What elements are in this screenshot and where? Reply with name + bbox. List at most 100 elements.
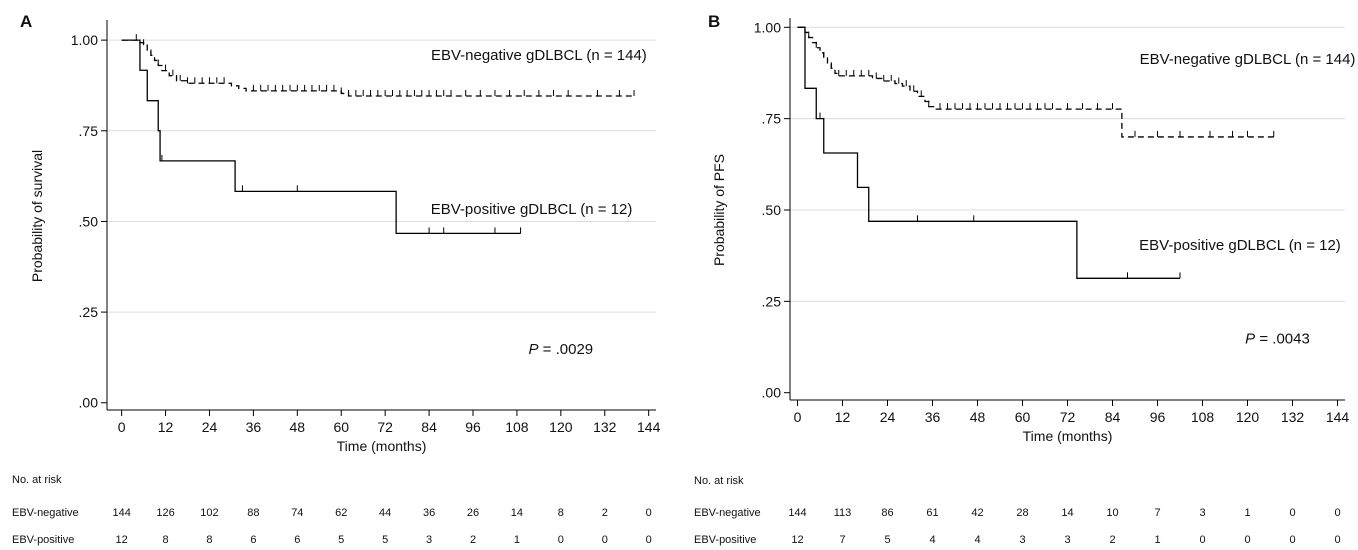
x-tick-label: 60 (333, 419, 349, 435)
risk-value: 28 (1016, 507, 1028, 519)
risk-value: 14 (1061, 507, 1073, 519)
risk-value: 113 (834, 507, 852, 519)
ebv-negative-label: EBV-negative gDLBCL (n = 144) (431, 47, 647, 64)
risk-value: 1 (1244, 507, 1250, 519)
x-tick-label: 132 (1281, 409, 1305, 425)
risk-value: 0 (1334, 507, 1340, 519)
x-tick-label: 144 (637, 419, 661, 435)
risk-value: 3 (1199, 507, 1205, 519)
risk-value: 126 (156, 507, 174, 519)
risk-value: 7 (839, 534, 845, 546)
risk-value: 6 (294, 534, 300, 546)
risk-value: 0 (1244, 534, 1250, 546)
risk-row-label: EBV-negative (12, 507, 79, 519)
x-tick-label: 144 (1326, 409, 1350, 425)
x-tick-label: 108 (1191, 409, 1215, 425)
x-tick-label: 48 (290, 419, 306, 435)
ebv-negative-curve (797, 26, 1274, 138)
ebv-positive-label: EBV-positive gDLBCL (n = 12) (431, 201, 633, 218)
y-tick-label: 1.00 (71, 32, 98, 48)
risk-value: 0 (1199, 534, 1205, 546)
risk-row-label: EBV-positive (12, 534, 74, 546)
x-tick-label: 36 (246, 419, 262, 435)
risk-row-label: EBV-negative (694, 507, 761, 519)
risk-value: 0 (646, 507, 652, 519)
risk-value: 42 (971, 507, 983, 519)
risk-value: 74 (291, 507, 303, 519)
x-tick-label: 72 (377, 419, 393, 435)
risk-value: 3 (1019, 534, 1025, 546)
x-tick-label: 12 (835, 409, 851, 425)
ebv-negative-curve (121, 39, 635, 97)
risk-row-label: EBV-positive (694, 534, 756, 546)
risk-table-header: No. at risk (694, 475, 744, 487)
risk-value: 44 (379, 507, 391, 519)
risk-value: 4 (929, 534, 935, 546)
risk-value: 3 (426, 534, 432, 546)
x-tick-label: 24 (880, 409, 896, 425)
x-tick-label: 84 (1105, 409, 1121, 425)
risk-value: 6 (250, 534, 256, 546)
risk-value: 7 (1154, 507, 1160, 519)
risk-value: 1 (1154, 534, 1160, 546)
risk-value: 5 (884, 534, 890, 546)
p-value-label: P = .0043 (1245, 330, 1310, 347)
ebv-positive-label: EBV-positive gDLBCL (n = 12) (1139, 237, 1341, 254)
y-tick-label: .75 (79, 123, 99, 139)
risk-value: 86 (881, 507, 893, 519)
risk-value: 102 (200, 507, 218, 519)
p-value-label: P = .0029 (529, 341, 594, 358)
x-tick-label: 0 (794, 409, 802, 425)
risk-value: 2 (1109, 534, 1115, 546)
risk-value: 8 (558, 507, 564, 519)
risk-value: 4 (974, 534, 980, 546)
y-tick-label: .25 (762, 293, 782, 309)
risk-value: 14 (511, 507, 523, 519)
risk-value: 0 (1334, 534, 1340, 546)
risk-value: 0 (602, 534, 608, 546)
risk-value: 144 (112, 507, 130, 519)
x-tick-label: 48 (970, 409, 986, 425)
risk-value: 1 (514, 534, 520, 546)
y-tick-label: .25 (79, 304, 99, 320)
risk-value: 0 (1289, 534, 1295, 546)
panel-a-survival: A.00.25.50.751.000 12 24 36 48 60 72 84 96 108 120… (12, 12, 661, 546)
risk-value: 144 (788, 507, 806, 519)
risk-value: 88 (247, 507, 259, 519)
risk-value: 5 (382, 534, 388, 546)
y-axis-label: Probability of PFS (711, 154, 727, 266)
x-tick-label: 0 (118, 419, 126, 435)
ebv-positive-curve (797, 26, 1180, 279)
risk-value: 0 (646, 534, 652, 546)
risk-value: 36 (423, 507, 435, 519)
x-tick-label: 108 (505, 419, 529, 435)
x-axis-label: Time (months) (337, 438, 427, 454)
ebv-negative-label: EBV-negative gDLBCL (n = 144) (1140, 51, 1356, 68)
risk-value: 8 (206, 534, 212, 546)
panel-letter: B (708, 12, 720, 31)
y-tick-label: .00 (79, 395, 99, 411)
risk-value: 8 (162, 534, 168, 546)
x-tick-label: 36 (925, 409, 941, 425)
x-tick-label: 96 (465, 419, 481, 435)
risk-value: 3 (1064, 534, 1070, 546)
risk-value: 2 (470, 534, 476, 546)
risk-value: 61 (926, 507, 938, 519)
risk-value: 12 (791, 534, 803, 546)
y-tick-label: 1.00 (754, 19, 781, 35)
x-tick-label: 84 (421, 419, 437, 435)
y-tick-label: .50 (79, 213, 99, 229)
risk-value: 5 (338, 534, 344, 546)
risk-value: 0 (558, 534, 564, 546)
x-tick-label: 60 (1015, 409, 1031, 425)
x-tick-label: 96 (1150, 409, 1166, 425)
risk-value: 62 (335, 507, 347, 519)
ebv-positive-curve (121, 39, 521, 235)
x-axis-label: Time (months) (1023, 428, 1113, 444)
panel-letter: A (20, 12, 32, 31)
risk-value: 26 (467, 507, 479, 519)
x-tick-label: 12 (158, 419, 174, 435)
panel-b-pfs: B.00.25.50.751.000 12 24 36 48 60 72 84 96 108 120… (694, 12, 1355, 546)
y-tick-label: .50 (762, 202, 782, 218)
